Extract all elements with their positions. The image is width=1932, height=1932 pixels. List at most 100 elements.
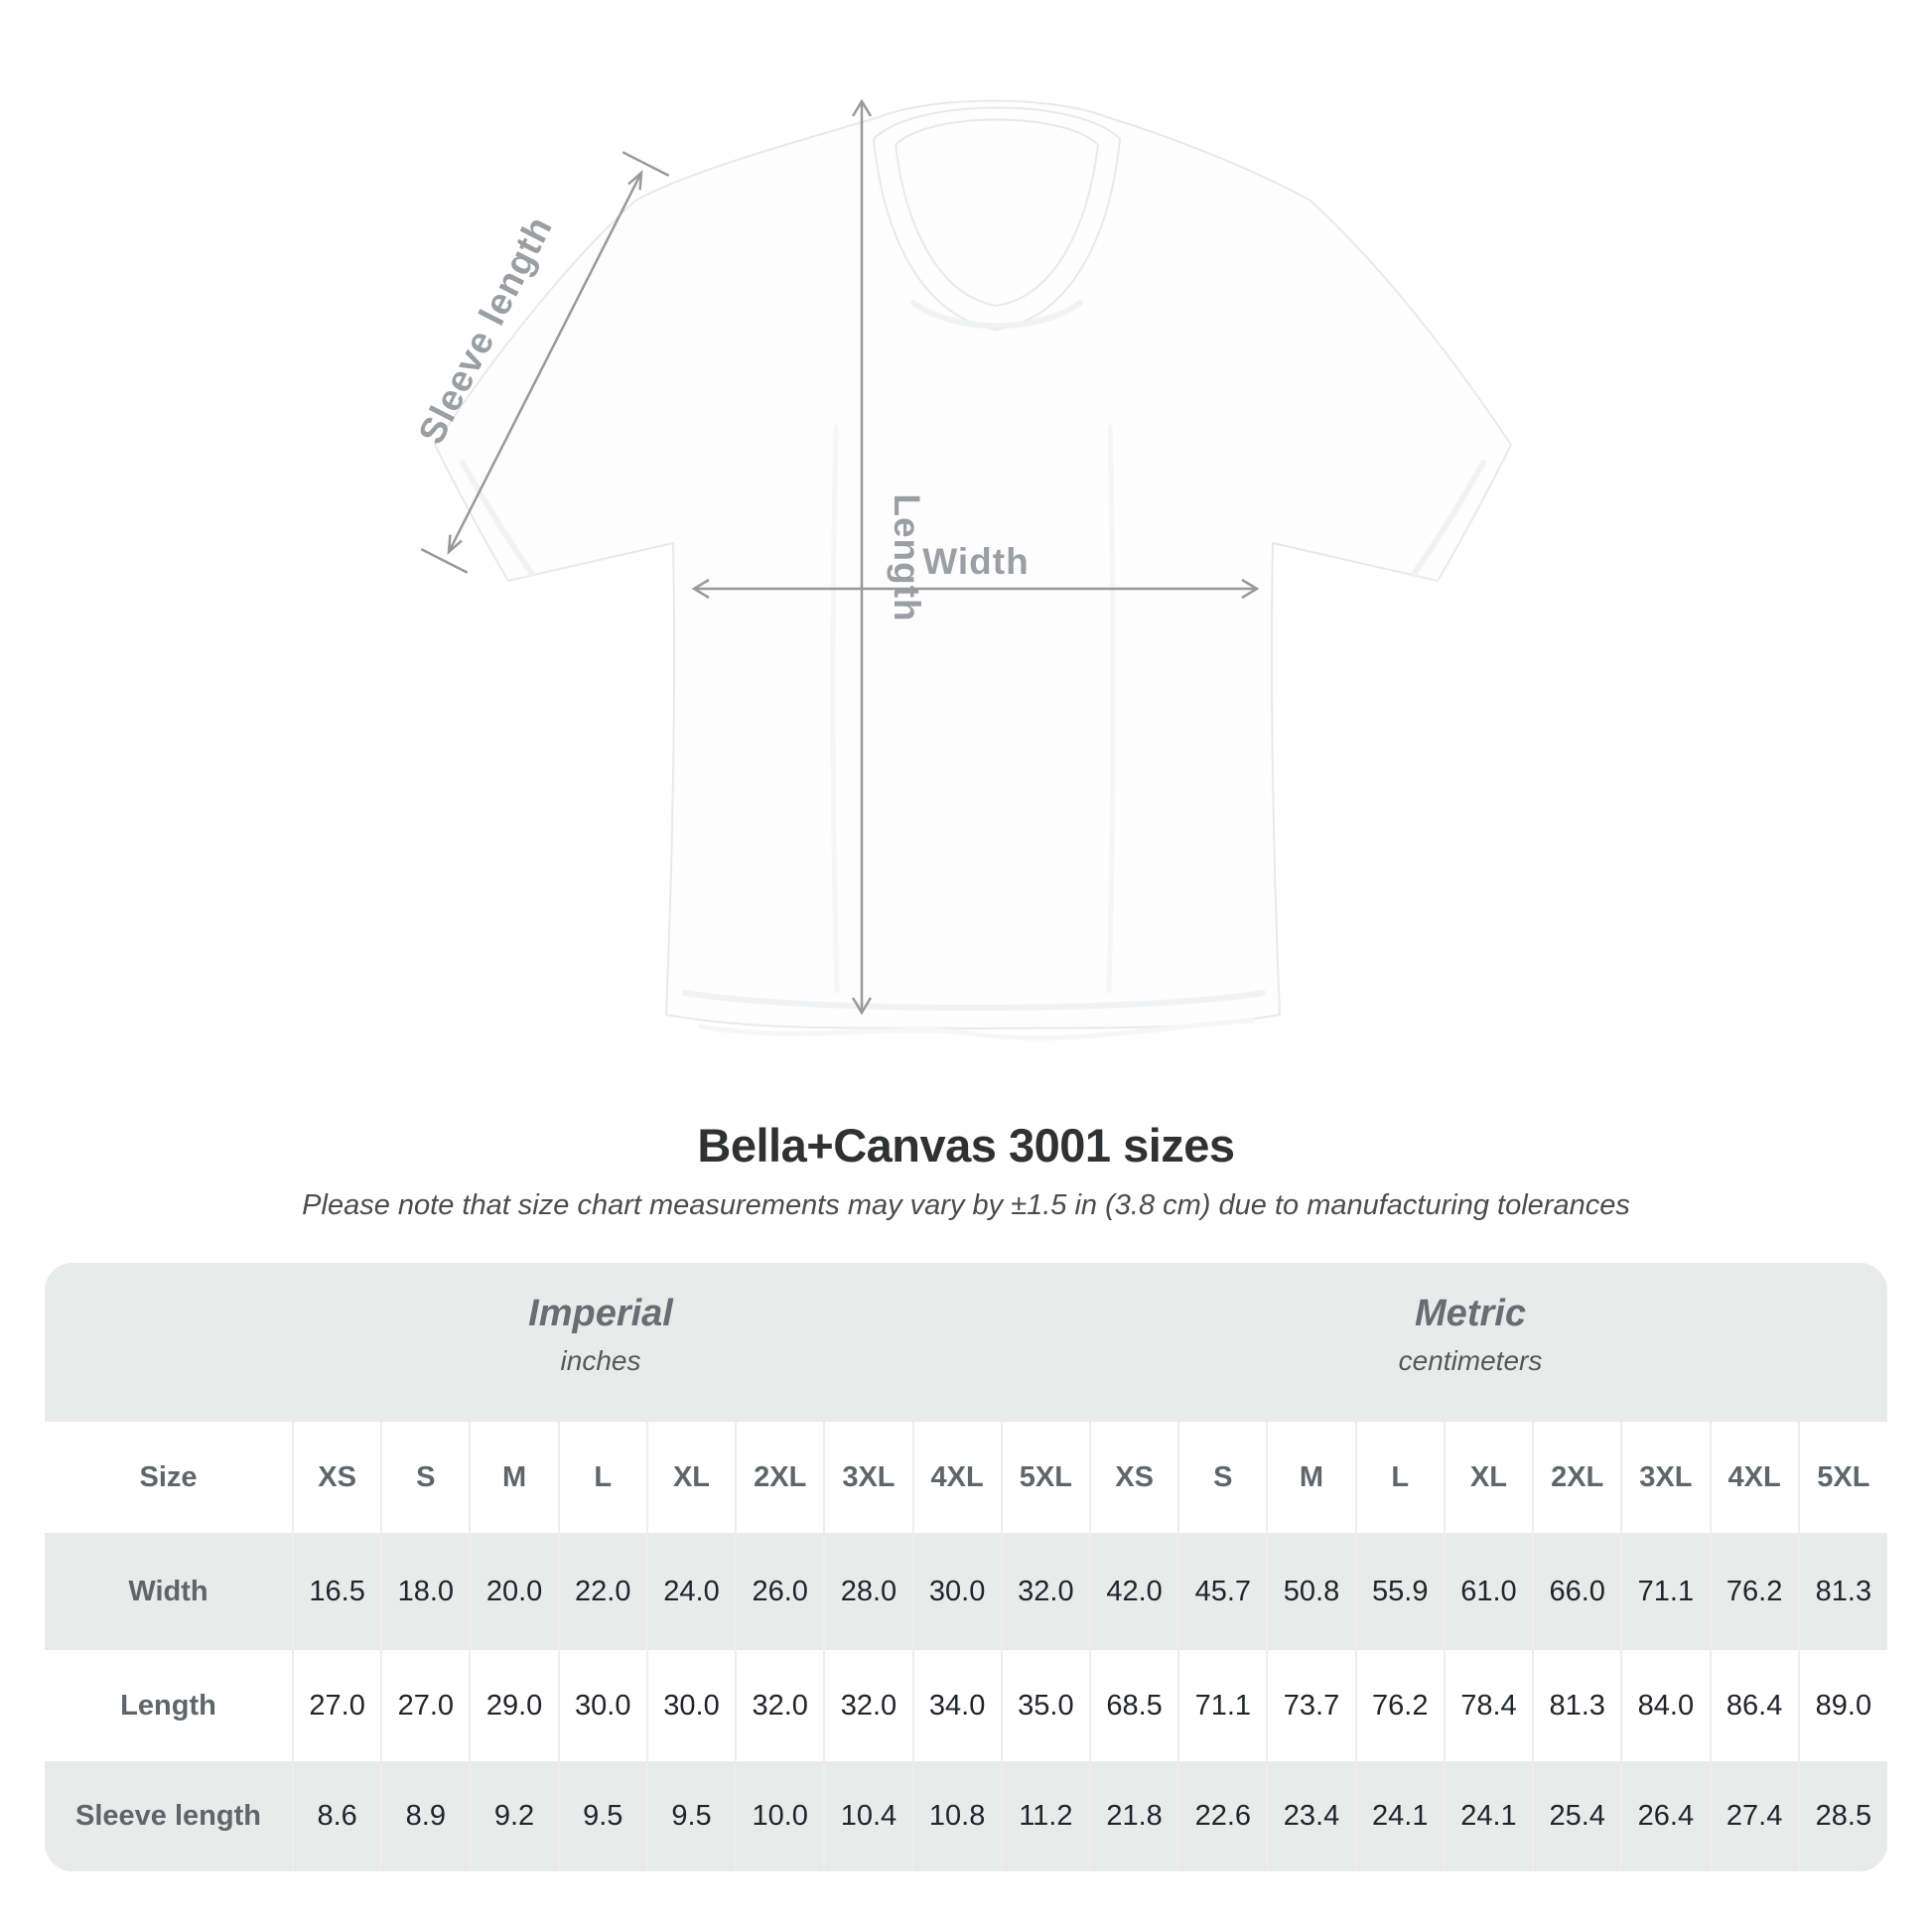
size-header-metric: 2XL <box>1532 1422 1622 1533</box>
table-row: Sleeve length 8.6 8.9 9.2 9.5 9.5 10.0 10.4 10.8… <box>45 1761 1887 1871</box>
value-cell-imperial: 10.4 <box>823 1761 913 1871</box>
value-cell-imperial: 29.0 <box>469 1650 559 1761</box>
tshirt-collar-back <box>873 106 1121 140</box>
value-cell-metric: 73.7 <box>1266 1650 1356 1761</box>
size-header-imperial: XS <box>291 1422 382 1533</box>
left-sleeve-hem <box>460 460 535 577</box>
size-header-imperial: S <box>380 1422 471 1533</box>
value-cell-imperial: 9.5 <box>645 1761 737 1871</box>
value-cell-metric: 26.4 <box>1620 1761 1711 1871</box>
table-row: Width 16.5 18.0 20.0 22.0 24.0 26.0 28.0 30.0 32.… <box>45 1533 1887 1650</box>
value-cell-imperial: 22.0 <box>557 1533 647 1650</box>
value-cell-metric: 22.6 <box>1177 1761 1268 1871</box>
table-row: Size XS S M L XL 2XL 3XL 4XL 5XL XS S M L XL 2XL 3XL 4XL 5… <box>45 1422 1887 1533</box>
size-header-metric: L <box>1354 1422 1445 1533</box>
width-arrow-left-icon <box>691 578 710 600</box>
value-cell-imperial: 28.0 <box>823 1533 913 1650</box>
value-cell-metric: 68.5 <box>1088 1650 1179 1761</box>
size-header-metric: XS <box>1088 1422 1179 1533</box>
size-header-imperial: 3XL <box>823 1422 913 1533</box>
value-cell-imperial: 10.0 <box>735 1761 825 1871</box>
value-cell-imperial: 10.8 <box>911 1761 1002 1871</box>
body-crease-left <box>830 424 840 994</box>
value-cell-metric: 81.3 <box>1797 1533 1887 1650</box>
value-cell-imperial: 30.0 <box>645 1650 737 1761</box>
value-cell-imperial: 32.0 <box>735 1650 825 1761</box>
value-cell-imperial: 27.0 <box>380 1650 471 1761</box>
size-header-metric: S <box>1177 1422 1268 1533</box>
sleeve-line <box>447 172 643 553</box>
value-cell-imperial: 16.5 <box>291 1533 382 1650</box>
sleeve-tick-bottom <box>420 547 469 574</box>
imperial-sub-label: inches <box>560 1345 641 1376</box>
sleeve-arrow-top-icon <box>627 170 643 191</box>
body-crease-right <box>1106 424 1116 994</box>
width-label: Width <box>922 541 1029 582</box>
row-label: Width <box>128 1575 208 1607</box>
value-cell-imperial: 20.0 <box>469 1533 559 1650</box>
value-cell-metric: 28.5 <box>1797 1761 1887 1871</box>
value-cell-imperial: 8.9 <box>380 1761 471 1871</box>
metric-header: Metric centimeters <box>1399 1293 1543 1377</box>
value-cell-metric: 76.2 <box>1709 1533 1799 1650</box>
table-row: Length 27.0 27.0 29.0 30.0 30.0 32.0 32.0 34.0 35… <box>45 1650 1887 1761</box>
value-cell-metric: 55.9 <box>1354 1533 1445 1650</box>
value-cell-metric: 61.0 <box>1443 1533 1534 1650</box>
value-cell-metric: 86.4 <box>1709 1650 1799 1761</box>
value-cell-metric: 21.8 <box>1088 1761 1179 1871</box>
unit-headers: Imperial inches Metric centimeters <box>45 1263 1887 1422</box>
size-column-header: Size <box>139 1460 198 1493</box>
imperial-header: Imperial inches <box>528 1293 673 1377</box>
value-cell-imperial: 24.0 <box>645 1533 737 1650</box>
value-cell-imperial: 9.2 <box>469 1761 559 1871</box>
width-arrow-right-icon <box>1241 578 1260 600</box>
value-cell-metric: 66.0 <box>1532 1533 1622 1650</box>
value-cell-metric: 45.7 <box>1177 1533 1268 1650</box>
value-cell-metric: 81.3 <box>1532 1650 1622 1761</box>
length-label: Length <box>887 493 927 621</box>
size-header-imperial: 4XL <box>911 1422 1002 1533</box>
row-label: Length <box>120 1689 216 1722</box>
value-cell-metric: 76.2 <box>1354 1650 1445 1761</box>
tshirt-collar-inner <box>895 144 1099 308</box>
tshirt-body <box>434 99 1512 1030</box>
value-cell-metric: 23.4 <box>1266 1761 1356 1871</box>
value-cell-imperial: 8.6 <box>291 1761 382 1871</box>
size-header-metric: XL <box>1443 1422 1534 1533</box>
value-cell-imperial: 34.0 <box>911 1650 1002 1761</box>
size-table-card: Imperial inches Metric centimeters Size X… <box>45 1263 1887 1871</box>
page-title: Bella+Canvas 3001 sizes <box>697 1119 1235 1172</box>
tolerance-note: Please note that size chart measurements… <box>302 1189 1630 1221</box>
tshirt-collar-outer <box>873 138 1121 332</box>
size-header-imperial: 5XL <box>1000 1422 1090 1533</box>
value-cell-imperial: 27.0 <box>291 1650 382 1761</box>
size-header-metric: 3XL <box>1620 1422 1711 1533</box>
hem-wave <box>697 1018 1256 1041</box>
size-header-imperial: M <box>469 1422 559 1533</box>
value-cell-imperial: 30.0 <box>557 1650 647 1761</box>
value-cell-imperial: 32.0 <box>823 1650 913 1761</box>
length-arrow-up-icon <box>851 98 873 117</box>
imperial-label: Imperial <box>528 1293 673 1334</box>
size-header-imperial: L <box>557 1422 647 1533</box>
value-cell-metric: 78.4 <box>1443 1650 1534 1761</box>
value-cell-imperial: 11.2 <box>1000 1761 1090 1871</box>
value-cell-metric: 24.1 <box>1354 1761 1445 1871</box>
value-cell-metric: 84.0 <box>1620 1650 1711 1761</box>
metric-label: Metric <box>1415 1293 1526 1334</box>
value-cell-metric: 25.4 <box>1532 1761 1622 1871</box>
value-cell-metric: 71.1 <box>1620 1533 1711 1650</box>
size-header-imperial: XL <box>645 1422 737 1533</box>
value-cell-imperial: 18.0 <box>380 1533 471 1650</box>
value-cell-metric: 71.1 <box>1177 1650 1268 1761</box>
length-dimension: Length <box>851 98 927 1016</box>
tshirt-diagram: Length Width Sleeve length <box>410 98 1512 1041</box>
right-sleeve-hem <box>1411 460 1486 577</box>
value-cell-metric: 42.0 <box>1088 1533 1179 1650</box>
length-arrow-down-icon <box>851 997 873 1016</box>
tshirt-collar-inner-back <box>895 118 1099 146</box>
collar-shadow <box>910 300 1083 330</box>
value-cell-imperial: 26.0 <box>735 1533 825 1650</box>
size-table: Size XS S M L XL 2XL 3XL 4XL 5XL XS S M L XL 2XL 3XL 4XL 5… <box>45 1422 1887 1871</box>
